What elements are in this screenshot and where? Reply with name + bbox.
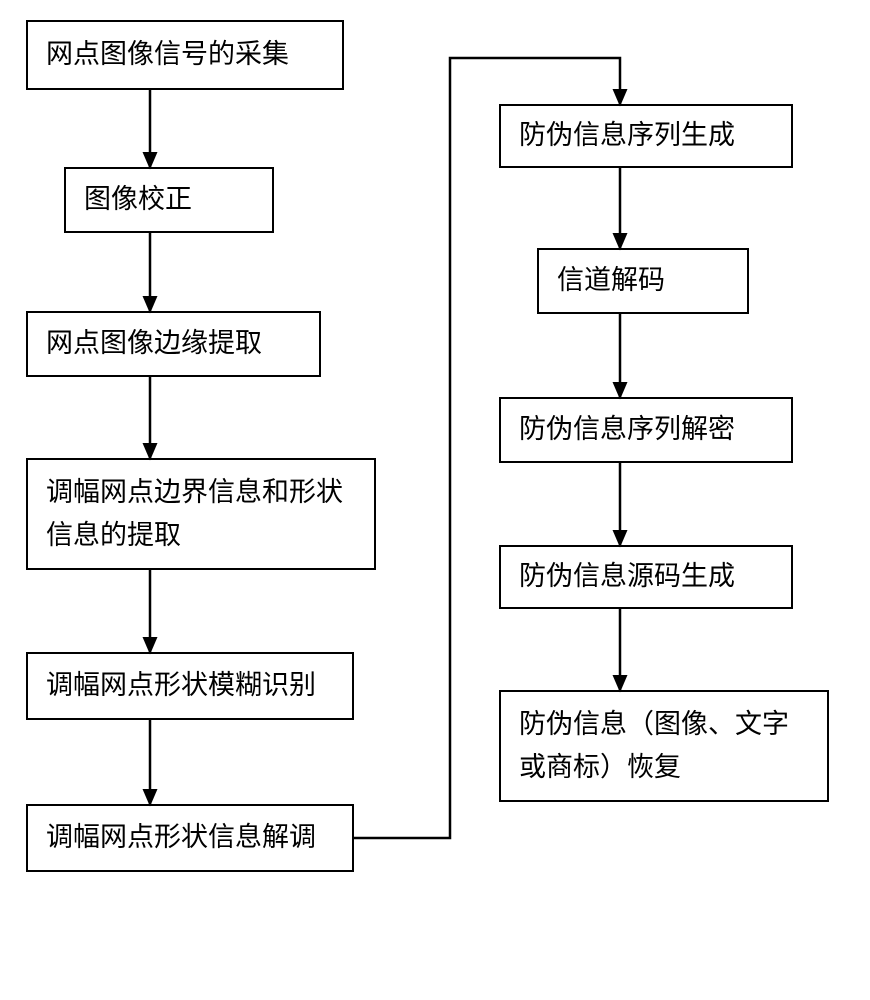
flowchart-node-label: 防伪信息序列生成 [519, 114, 735, 157]
flowchart-node-label: 防伪信息（图像、文字或商标）恢复 [519, 703, 809, 789]
flowchart-node-n5: 调幅网点形状模糊识别 [26, 652, 354, 720]
flowchart-node-label: 防伪信息源码生成 [519, 555, 735, 598]
flowchart-node-n7: 防伪信息序列生成 [499, 104, 793, 168]
flowchart-node-n6: 调幅网点形状信息解调 [26, 804, 354, 872]
flowchart-node-label: 网点图像边缘提取 [46, 322, 262, 365]
flowchart-node-n4: 调幅网点边界信息和形状信息的提取 [26, 458, 376, 570]
flowchart-node-n8: 信道解码 [537, 248, 749, 314]
flowchart-node-n2: 图像校正 [64, 167, 274, 233]
flowchart-node-n10: 防伪信息源码生成 [499, 545, 793, 609]
flowchart-node-n1: 网点图像信号的采集 [26, 20, 344, 90]
flowchart-node-label: 图像校正 [84, 178, 192, 221]
flowchart-node-n11: 防伪信息（图像、文字或商标）恢复 [499, 690, 829, 802]
flowchart-node-label: 调幅网点形状模糊识别 [46, 664, 316, 707]
flowchart-node-label: 网点图像信号的采集 [46, 33, 289, 76]
flowchart-node-n3: 网点图像边缘提取 [26, 311, 321, 377]
flowchart-node-label: 防伪信息序列解密 [519, 408, 735, 451]
flowchart-node-label: 信道解码 [557, 259, 665, 302]
flowchart-node-label: 调幅网点形状信息解调 [46, 816, 316, 859]
flowchart-node-n9: 防伪信息序列解密 [499, 397, 793, 463]
flowchart-node-label: 调幅网点边界信息和形状信息的提取 [46, 471, 356, 557]
